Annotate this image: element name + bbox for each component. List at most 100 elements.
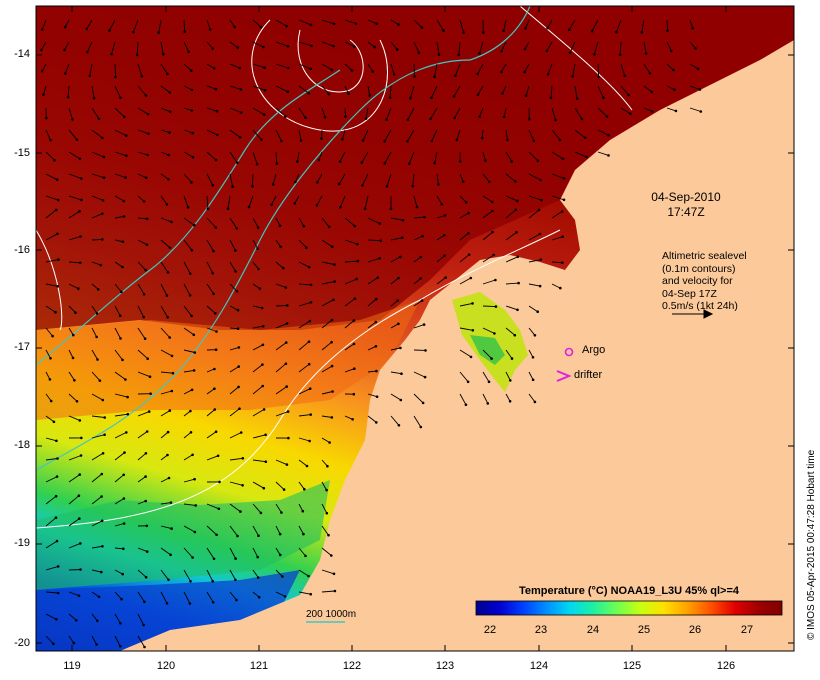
velocity-arrow-head: [189, 409, 192, 413]
velocity-arrow: [528, 233, 541, 241]
velocity-arrow-head: [513, 333, 517, 337]
velocity-arrow: [183, 431, 192, 439]
velocity-arrow-head: [261, 343, 265, 347]
velocity-arrow-head: [211, 579, 214, 583]
velocity-arrow-head: [79, 454, 83, 457]
velocity-arrow-head: [78, 209, 81, 213]
velocity-arrow-head: [302, 532, 305, 536]
colorbar-tick-label: 25: [637, 624, 651, 636]
velocity-arrow: [114, 151, 127, 157]
velocity-arrow: [206, 129, 218, 136]
velocity-arrow: [298, 217, 305, 227]
velocity-arrow-head: [510, 357, 514, 360]
velocity-arrow-head: [549, 96, 553, 100]
velocity-arrow-head: [354, 22, 358, 25]
velocity-arrow-head: [500, 70, 503, 74]
velocity-arrow: [344, 239, 358, 245]
velocity-arrow-head: [213, 408, 217, 411]
drifter-legend-label: drifter: [574, 369, 603, 381]
velocity-arrow-head: [101, 238, 104, 241]
velocity-arrow: [160, 283, 168, 296]
velocity-arrow-head: [262, 113, 266, 116]
velocity-arrow: [160, 195, 168, 205]
velocity-arrow: [183, 283, 191, 296]
velocity-arrow: [252, 19, 262, 28]
velocity-arrow: [298, 341, 310, 351]
velocity-arrow-head: [168, 91, 172, 94]
velocity-arrow: [547, 63, 553, 75]
velocity-arrow: [252, 525, 259, 536]
velocity-arrow: [275, 503, 282, 513]
velocity-arrow-head: [699, 110, 703, 113]
velocity-arrow: [505, 151, 513, 162]
velocity-arrow: [45, 635, 54, 645]
velocity-arrow: [91, 283, 99, 290]
velocity-arrow: [114, 523, 125, 527]
velocity-arrow: [407, 129, 415, 142]
velocity-arrow: [229, 41, 238, 48]
velocity-arrow-head: [260, 306, 264, 310]
velocity-arrow: [431, 129, 438, 142]
velocity-arrow-head: [171, 371, 175, 375]
velocity-arrow-head: [190, 388, 194, 392]
velocity-arrow: [109, 19, 116, 31]
velocity-arrow: [298, 63, 311, 70]
velocity-arrow: [528, 327, 536, 336]
velocity-arrow: [206, 368, 215, 373]
velocity-arrow: [551, 107, 557, 121]
velocity-arrow-head: [236, 46, 239, 49]
velocity-arrow: [68, 455, 82, 461]
velocity-arrow: [137, 107, 149, 115]
velocity-arrow-head: [355, 277, 359, 281]
velocity-arrow-head: [469, 276, 473, 280]
velocity-arrow: [593, 41, 599, 55]
velocity-arrow: [252, 261, 259, 270]
velocity-arrow-head: [607, 154, 610, 157]
velocity-arrow-head: [162, 52, 165, 56]
velocity-arrow: [137, 500, 146, 505]
lat-tick-label: -18: [14, 439, 30, 451]
velocity-arrow: [229, 63, 240, 69]
velocity-arrow: [505, 256, 518, 263]
velocity-arrow: [114, 613, 121, 624]
velocity-arrow: [45, 327, 53, 337]
velocity-arrow: [367, 239, 381, 242]
velocity-arrow: [45, 591, 59, 594]
velocity-arrow-head: [516, 308, 519, 312]
velocity-arrow-head: [52, 420, 56, 424]
velocity-arrow: [482, 327, 495, 334]
velocity-arrow: [321, 239, 333, 248]
velocity-arrow: [114, 129, 127, 137]
velocity-arrow-head: [145, 217, 149, 221]
velocity-arrow-head: [487, 180, 491, 184]
velocity-arrow-head: [376, 276, 380, 280]
velocity-arrow: [367, 415, 377, 423]
velocity-arrow: [275, 261, 284, 269]
velocity-arrow-head: [279, 245, 283, 249]
velocity-arrow: [137, 569, 147, 578]
velocity-arrow-head: [124, 176, 127, 179]
velocity-arrow: [229, 305, 239, 311]
velocity-arrow-head: [328, 441, 331, 444]
velocity-arrow: [597, 107, 608, 117]
velocity-arrow: [481, 129, 484, 139]
velocity-arrow: [183, 478, 195, 483]
velocity-arrow: [206, 151, 217, 161]
velocity-arrow-head: [568, 51, 572, 55]
velocity-arrow-head: [309, 592, 313, 596]
velocity-arrow: [183, 389, 193, 395]
velocity-arrow-head: [374, 297, 378, 301]
velocity-arrow: [275, 411, 289, 417]
velocity-arrow-head: [143, 600, 146, 604]
velocity-arrow: [45, 151, 55, 161]
velocity-arrow: [160, 525, 172, 530]
velocity-arrow: [91, 496, 102, 505]
lon-tick-label: 125: [622, 660, 642, 672]
velocity-arrow: [45, 517, 57, 527]
velocity-arrow: [620, 107, 631, 115]
velocity-arrow-head: [539, 258, 543, 262]
velocity-arrow-head: [170, 354, 174, 358]
lat-tick-label: -14: [14, 48, 30, 60]
velocity-arrow-head: [122, 547, 125, 551]
velocity-arrow-head: [419, 277, 422, 280]
